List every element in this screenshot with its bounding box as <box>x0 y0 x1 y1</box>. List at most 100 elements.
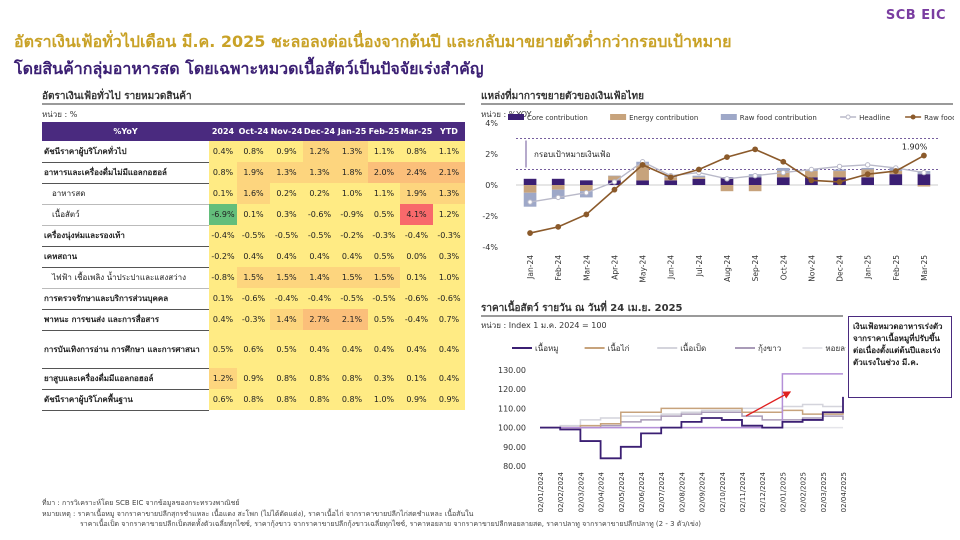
bar-segment <box>692 175 706 178</box>
remark-note-1: หมายเหตุ : ราคาเนื้อหมู จากราคาขายปลีกสุ… <box>42 509 474 518</box>
row-label: การตรวจรักษาและบริการส่วนบุคคล <box>42 288 209 310</box>
table-row: การบันเทิงการอ่าน การศึกษา และการศาสนา 0.… <box>42 330 465 369</box>
chart1-title: แหล่งที่มาการขยายตัวของเงินเฟ้อไทย <box>481 91 645 102</box>
x-tick-label: 02/08/2024 <box>678 471 686 512</box>
table-cell: 1.3% <box>336 141 368 162</box>
x-tick-label: Dec-24 <box>836 255 845 282</box>
data-point <box>836 179 843 185</box>
table-cell: 1.0% <box>433 267 465 288</box>
series-line <box>540 396 844 460</box>
data-point <box>892 168 899 174</box>
table-cell: -0.5% <box>270 225 303 246</box>
table-cell: 0.8% <box>237 389 270 410</box>
table-cell: 1.5% <box>336 267 368 288</box>
table-cell: -0.3% <box>433 225 465 246</box>
table-row: ไฟฟ้า เชื้อเพลิง น้ำประปาและแสงสว่าง -0.8… <box>42 267 465 289</box>
y-tick-label: 4% <box>485 119 498 128</box>
table-cell: 1.4% <box>270 309 303 330</box>
x-tick-label: Jan-25 <box>864 255 873 280</box>
chart2-title-underline <box>481 315 843 317</box>
legend-swatch <box>720 114 737 120</box>
table-cell: 0.9% <box>270 141 303 162</box>
table-cell: 0.2% <box>270 183 303 204</box>
header-period: Nov-24 <box>270 122 303 141</box>
table-cell: 2.0% <box>368 162 400 183</box>
x-tick-label: Aug-24 <box>723 255 732 282</box>
legend-label: เนื้อเป็ด <box>680 342 706 353</box>
table-cell: -0.9% <box>336 204 368 225</box>
data-point <box>527 230 533 236</box>
bar-segment <box>636 164 649 181</box>
table-cell: -0.6% <box>237 288 270 309</box>
header-period: YTD <box>433 122 465 141</box>
y-tick-label: 130.00 <box>498 366 526 375</box>
x-tick-label: 02/02/2025 <box>800 472 808 512</box>
bar-segment <box>805 171 818 178</box>
x-tick-label: Feb-24 <box>554 255 563 281</box>
chart2-unit: หน่วย : Index 1 ม.ค. 2024 = 100 <box>481 321 607 330</box>
table-cell: 0.1% <box>209 183 237 204</box>
table-cell: 0.6% <box>209 389 237 410</box>
table-cell: 0.4% <box>237 246 270 267</box>
y-tick-label: 120.00 <box>498 385 526 394</box>
table-cell: -0.2% <box>209 246 237 267</box>
table-cell: 1.0% <box>336 183 368 204</box>
bar-segment <box>889 174 903 185</box>
bar-segment <box>551 178 565 185</box>
table-cell: 0.4% <box>400 330 433 368</box>
bar-segment <box>720 185 734 192</box>
table-row: เนื้อสัตว์ -6.9% 0.1% 0.3% -0.6% -0.9% 0.5% 4.1… <box>42 204 465 226</box>
table-cell: -0.2% <box>336 225 368 246</box>
data-point <box>555 194 561 201</box>
table-cell: 1.8% <box>336 162 368 183</box>
bar-segment <box>580 180 593 185</box>
bar-segment <box>664 180 678 185</box>
table-cell: 0.8% <box>270 368 303 389</box>
table-row: เคหสถาน -0.2% 0.4% 0.4% 0.4% 0.4% 0.5% 0.0% 0.3% <box>42 246 465 268</box>
table-cell: 0.8% <box>270 389 303 410</box>
table-cell: 1.5% <box>368 267 400 288</box>
data-point <box>808 177 815 184</box>
bar-segment <box>580 185 593 192</box>
chart1-unit: หน่วย : %YOY <box>481 110 532 119</box>
table-cell: -0.4% <box>400 225 433 246</box>
data-point <box>836 163 843 170</box>
table-cell: 0.4% <box>368 330 400 368</box>
bar-segment <box>776 167 790 172</box>
table-cell: -0.3% <box>237 309 270 330</box>
table-cell: 1.6% <box>237 183 270 204</box>
table-row: การตรวจรักษาและบริการส่วนบุคคล 0.1% -0.6% -… <box>42 288 465 310</box>
x-tick-label: 02/03/2024 <box>577 471 585 512</box>
table-cell: 1.2% <box>303 141 336 162</box>
data-point <box>921 169 927 176</box>
row-label: พาหนะ การขนส่ง และการสื่อสาร <box>42 309 209 331</box>
row-label: เนื้อสัตว์ <box>42 204 209 226</box>
table-cell: 0.3% <box>433 246 465 267</box>
legend-marker <box>910 114 916 120</box>
row-label: อาหารและเครื่องดื่มไม่มีแอลกอฮอล์ <box>42 162 209 184</box>
table-cell: -0.6% <box>303 204 336 225</box>
table-cell: -0.3% <box>368 225 400 246</box>
table-cell: 0.3% <box>270 204 303 225</box>
table-cell: -0.6% <box>433 288 465 309</box>
source-note: ที่มา : การวิเคราะห์โดย SCB EIC จากข้อมู… <box>42 499 240 507</box>
table-cell: -0.4% <box>270 288 303 309</box>
table-cell: 2.4% <box>400 162 433 183</box>
table-cell: 0.4% <box>336 330 368 368</box>
row-label: ไฟฟ้า เชื้อเพลิง น้ำประปาและแสงสว่าง <box>42 267 209 289</box>
table-cell: -0.5% <box>336 288 368 309</box>
header-period: Feb-25 <box>368 122 400 141</box>
legend-label: เนื้อหมู <box>535 342 559 354</box>
bar-segment <box>748 185 762 192</box>
x-tick-label: Jul-24 <box>695 255 704 278</box>
header-period: Dec-24 <box>303 122 336 141</box>
data-point <box>780 158 787 165</box>
table-cell: 1.9% <box>400 183 433 204</box>
table-cell: 4.1% <box>400 204 433 225</box>
table-cell: 0.4% <box>433 330 465 368</box>
data-point <box>555 223 562 230</box>
bar-segment <box>917 174 931 185</box>
x-tick-label: 02/10/2024 <box>719 471 727 512</box>
bar-segment <box>636 180 649 185</box>
y-tick-label: 80.00 <box>503 462 526 471</box>
